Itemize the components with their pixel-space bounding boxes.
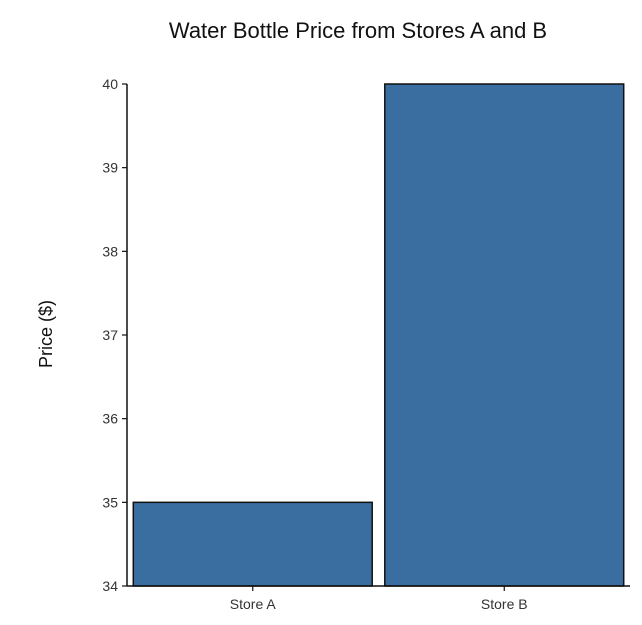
y-tick-label: 40 xyxy=(102,76,118,92)
x-ticks-group: Store A Store B xyxy=(230,586,528,612)
y-tick-label: 37 xyxy=(102,327,118,343)
y-tick-label: 36 xyxy=(102,411,118,427)
x-tick-label: Store A xyxy=(230,596,277,612)
chart-title: Water Bottle Price from Stores A and B xyxy=(169,18,547,43)
y-tick-label: 34 xyxy=(102,578,118,594)
y-tick-label: 38 xyxy=(102,243,118,259)
y-axis-label: Price ($) xyxy=(36,300,56,368)
x-tick-label: Store B xyxy=(481,596,528,612)
bars-group xyxy=(132,83,625,587)
bar-store-a xyxy=(132,501,373,587)
y-tick-label: 39 xyxy=(102,160,118,176)
bar-store-b xyxy=(384,83,625,587)
y-tick-label: 35 xyxy=(102,494,118,510)
y-ticks-group: 34 35 36 37 38 39 40 xyxy=(102,76,127,594)
